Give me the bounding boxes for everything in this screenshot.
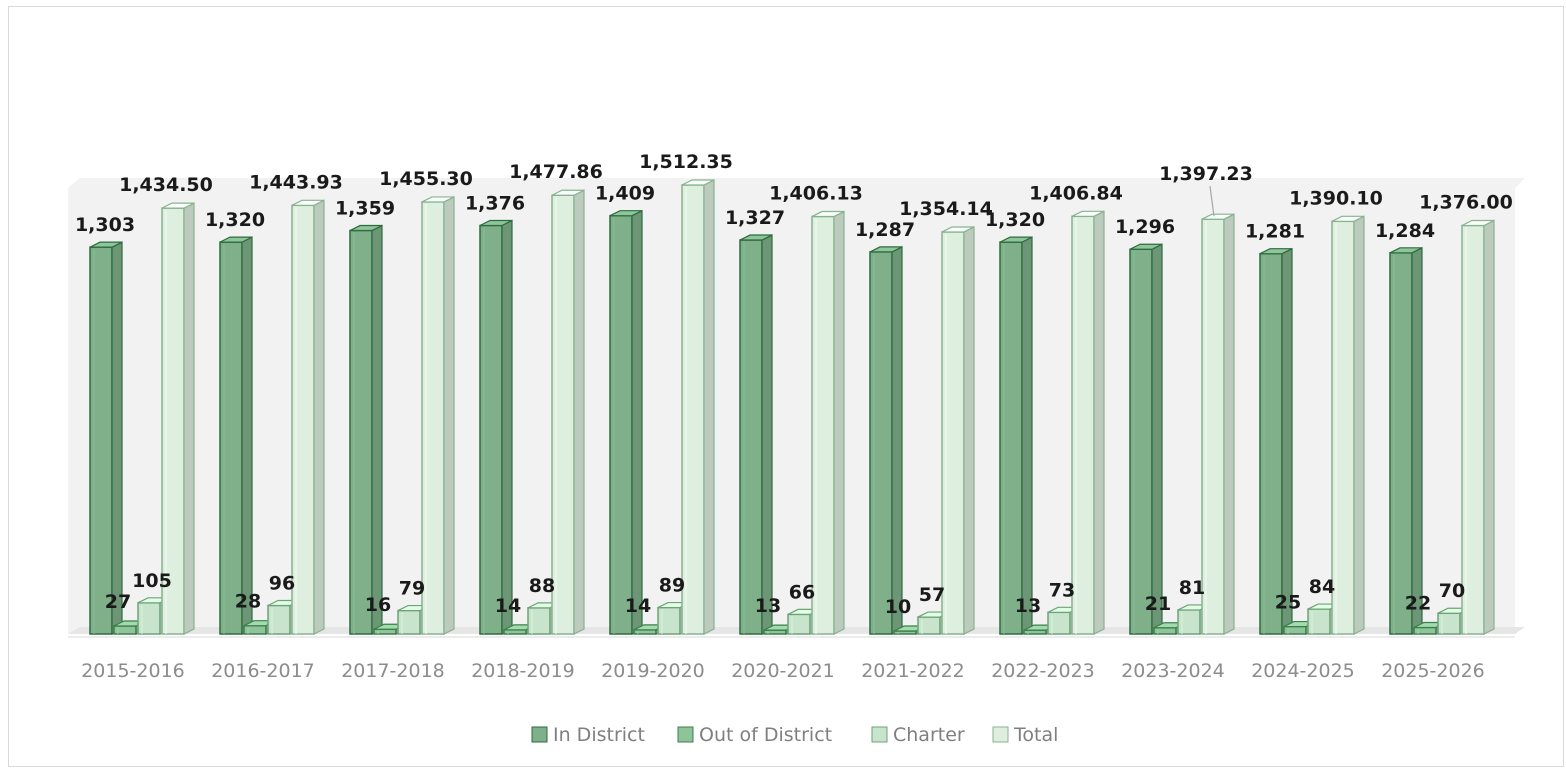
legend-label-in-district: In District — [553, 724, 645, 746]
legend-swatch-out-of-district — [677, 726, 694, 743]
bar-total-2017-2018 — [421, 195, 455, 635]
bar-in-district-2020-2021 — [739, 234, 773, 635]
label-in-district-2016-2017: 1,320 — [205, 209, 265, 231]
legend-swatch-in-district — [531, 726, 548, 743]
bar-in-district-2025-2026 — [1389, 246, 1423, 635]
category-labels: 2015-2016 2016-2017 2017-2018 2018-2019 2019… — [81, 660, 1485, 682]
label-in-district-2022-2023: 1,320 — [985, 209, 1045, 231]
category-label-2017-2018: 2017-2018 — [341, 660, 445, 682]
legend-item-total: Total — [992, 724, 1058, 746]
bar-in-district-2024-2025 — [1259, 247, 1293, 635]
label-in-district-2015-2016: 1,303 — [75, 214, 135, 236]
bar-total-2019-2020 — [681, 179, 715, 635]
label-total-2015-2016: 1,434.50 — [119, 174, 213, 196]
label-charter-2015-2016: 105 — [132, 570, 172, 592]
label-in-district-2020-2021: 1,327 — [725, 207, 785, 229]
label-total-2019-2020: 1,512.35 — [639, 151, 733, 173]
label-total-2023-2024: 1,397.23 — [1159, 163, 1253, 185]
label-in-district-2025-2026: 1,284 — [1375, 220, 1435, 242]
legend-label-total: Total — [1013, 724, 1058, 746]
category-label-2020-2021: 2020-2021 — [731, 660, 835, 682]
chart-floor — [68, 178, 1525, 638]
label-charter-2024-2025: 84 — [1309, 576, 1335, 598]
label-in-district-2019-2020: 1,409 — [595, 183, 655, 205]
legend-item-charter: Charter — [871, 724, 965, 746]
label-out-of-district-2022-2023: 13 — [1015, 595, 1041, 617]
legend-swatch-total — [992, 726, 1009, 743]
label-charter-2020-2021: 66 — [789, 581, 815, 603]
label-total-2024-2025: 1,390.10 — [1289, 187, 1383, 209]
bar-in-district-2022-2023 — [999, 236, 1033, 635]
bar-total-2023-2024 — [1201, 213, 1235, 635]
label-in-district-2017-2018: 1,359 — [335, 198, 395, 220]
legend-label-charter: Charter — [893, 724, 965, 746]
label-out-of-district-2020-2021: 13 — [755, 595, 781, 617]
label-out-of-district-2025-2026: 22 — [1405, 592, 1431, 614]
bar-total-2018-2019 — [551, 189, 585, 635]
bar-total-2015-2016 — [161, 202, 195, 635]
category-label-2021-2022: 2021-2022 — [861, 660, 965, 682]
bar-total-2022-2023 — [1071, 210, 1105, 635]
bar-total-2025-2026 — [1461, 219, 1495, 635]
label-out-of-district-2019-2020: 14 — [625, 595, 651, 617]
category-label-2023-2024: 2023-2024 — [1121, 660, 1225, 682]
legend-item-out-of-district: Out of District — [677, 724, 832, 746]
category-label-2024-2025: 2024-2025 — [1251, 660, 1355, 682]
label-total-2017-2018: 1,455.30 — [379, 168, 473, 190]
label-total-2016-2017: 1,443.93 — [249, 171, 343, 193]
category-label-2016-2017: 2016-2017 — [211, 660, 315, 682]
category-label-2022-2023: 2022-2023 — [991, 660, 1095, 682]
label-out-of-district-2024-2025: 25 — [1275, 592, 1301, 614]
bar-total-2016-2017 — [291, 199, 325, 635]
bar-total-2021-2022 — [941, 225, 975, 635]
label-in-district-2018-2019: 1,376 — [465, 192, 525, 214]
bar-total-2020-2021 — [811, 210, 845, 635]
label-out-of-district-2017-2018: 16 — [365, 594, 391, 616]
legend-label-out-of-district: Out of District — [699, 724, 832, 746]
label-charter-2023-2024: 81 — [1179, 577, 1205, 599]
label-total-2018-2019: 1,477.86 — [509, 161, 603, 183]
label-charter-2025-2026: 70 — [1439, 580, 1465, 602]
label-in-district-2023-2024: 1,296 — [1115, 216, 1175, 238]
bar-in-district-2017-2018 — [349, 224, 383, 635]
legend: In District Out of District Charter Total — [531, 724, 1058, 746]
bar-total-2024-2025 — [1331, 215, 1365, 635]
bar-in-district-2019-2020 — [609, 209, 643, 635]
label-charter-2016-2017: 96 — [269, 572, 295, 594]
bar-in-district-2021-2022 — [869, 245, 903, 635]
bar-in-district-2015-2016 — [89, 241, 123, 635]
label-in-district-2024-2025: 1,281 — [1245, 221, 1305, 243]
label-out-of-district-2023-2024: 21 — [1145, 593, 1171, 615]
label-out-of-district-2021-2022: 10 — [885, 596, 911, 618]
label-out-of-district-2015-2016: 27 — [105, 591, 131, 613]
label-charter-2021-2022: 57 — [919, 584, 945, 606]
bar-in-district-2016-2017 — [219, 236, 253, 635]
label-total-2025-2026: 1,376.00 — [1419, 191, 1513, 213]
category-label-2019-2020: 2019-2020 — [601, 660, 705, 682]
bar-in-district-2023-2024 — [1129, 243, 1163, 635]
bars — [89, 179, 1495, 635]
label-charter-2018-2019: 88 — [529, 575, 555, 597]
label-charter-2017-2018: 79 — [399, 578, 425, 600]
label-in-district-2021-2022: 1,287 — [855, 219, 915, 241]
label-charter-2022-2023: 73 — [1049, 579, 1075, 601]
label-total-2022-2023: 1,406.84 — [1029, 182, 1123, 204]
legend-item-in-district: In District — [531, 724, 645, 746]
label-charter-2019-2020: 89 — [659, 575, 685, 597]
category-label-2015-2016: 2015-2016 — [81, 660, 185, 682]
legend-swatch-charter — [871, 726, 888, 743]
category-label-2025-2026: 2025-2026 — [1381, 660, 1485, 682]
label-out-of-district-2016-2017: 28 — [235, 591, 261, 613]
bar-in-district-2018-2019 — [479, 219, 513, 635]
leader-line-total-2023-2024 — [1209, 186, 1215, 217]
label-total-2021-2022: 1,354.14 — [899, 198, 993, 220]
category-label-2018-2019: 2018-2019 — [471, 660, 575, 682]
label-total-2020-2021: 1,406.13 — [769, 183, 863, 205]
chart-back-wall — [68, 178, 1525, 634]
label-out-of-district-2018-2019: 14 — [495, 595, 521, 617]
